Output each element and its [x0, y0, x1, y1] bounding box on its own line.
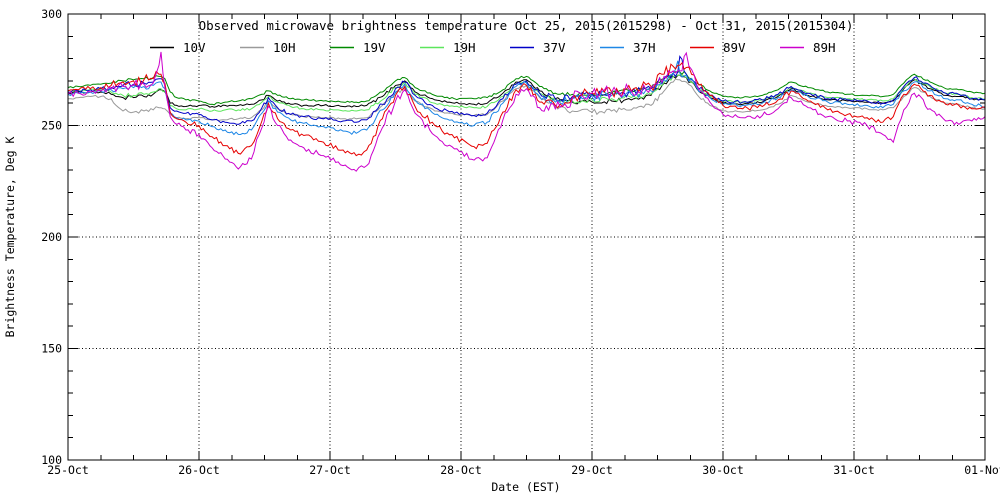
- x-tick-label: 27-Oct: [309, 463, 351, 477]
- legend-label: 89H: [813, 40, 836, 55]
- legend-item-89h: 89H: [780, 40, 836, 55]
- series-line-37h: [67, 60, 986, 136]
- legend-item-19v: 19V: [330, 40, 386, 55]
- legend-item-37v: 37V: [510, 40, 566, 55]
- x-tick-label: 25-Oct: [47, 463, 89, 477]
- legend-item-37h: 37H: [600, 40, 656, 55]
- legend-label: 37V: [543, 40, 566, 55]
- series-line-19v: [67, 70, 986, 106]
- legend: 10V 10H 19V 19H 37V 37H 89V 89H: [150, 40, 836, 55]
- legend-item-19h: 19H: [420, 40, 476, 55]
- y-tick-label: 200: [41, 230, 62, 244]
- y-tick-label: 250: [41, 119, 62, 133]
- series-line-89v: [67, 62, 986, 157]
- legend-label: 37H: [633, 40, 656, 55]
- data-series: [67, 51, 986, 172]
- legend-label: 19V: [363, 40, 386, 55]
- legend-label: 10H: [273, 40, 296, 55]
- x-tick-labels: 25-Oct 26-Oct 27-Oct 28-Oct 29-Oct 30-Oct 31-O…: [47, 463, 1000, 477]
- x-tick-label: 29-Oct: [571, 463, 613, 477]
- y-tick-label: 150: [41, 342, 62, 356]
- legend-item-10h: 10H: [240, 40, 296, 55]
- x-tick-label: 30-Oct: [702, 463, 744, 477]
- y-axis-label: Brightness Temperature, Deg K: [3, 137, 17, 338]
- axis-ticks: [67, 13, 986, 461]
- legend-label: 89V: [723, 40, 746, 55]
- legend-label: 10V: [183, 40, 206, 55]
- y-tick-label: 300: [41, 7, 62, 21]
- x-tick-label: 31-Oct: [833, 463, 875, 477]
- y-tick-label: 100: [41, 453, 62, 467]
- legend-item-10v: 10V: [150, 40, 206, 55]
- x-tick-label: 26-Oct: [178, 463, 220, 477]
- x-tick-label: 01-Nov: [964, 463, 1000, 477]
- legend-label: 19H: [453, 40, 476, 55]
- legend-item-89v: 89V: [690, 40, 746, 55]
- gridlines: [68, 14, 985, 460]
- series-line-37v: [67, 55, 986, 125]
- series-line-10v: [67, 74, 986, 108]
- y-tick-labels: 100 150 200 250 300: [41, 7, 62, 467]
- x-tick-label: 28-Oct: [440, 463, 482, 477]
- x-axis-label: Date (EST): [491, 480, 560, 494]
- chart-title: Observed microwave brightness temperatur…: [199, 18, 854, 33]
- series-line-89h: [67, 51, 986, 172]
